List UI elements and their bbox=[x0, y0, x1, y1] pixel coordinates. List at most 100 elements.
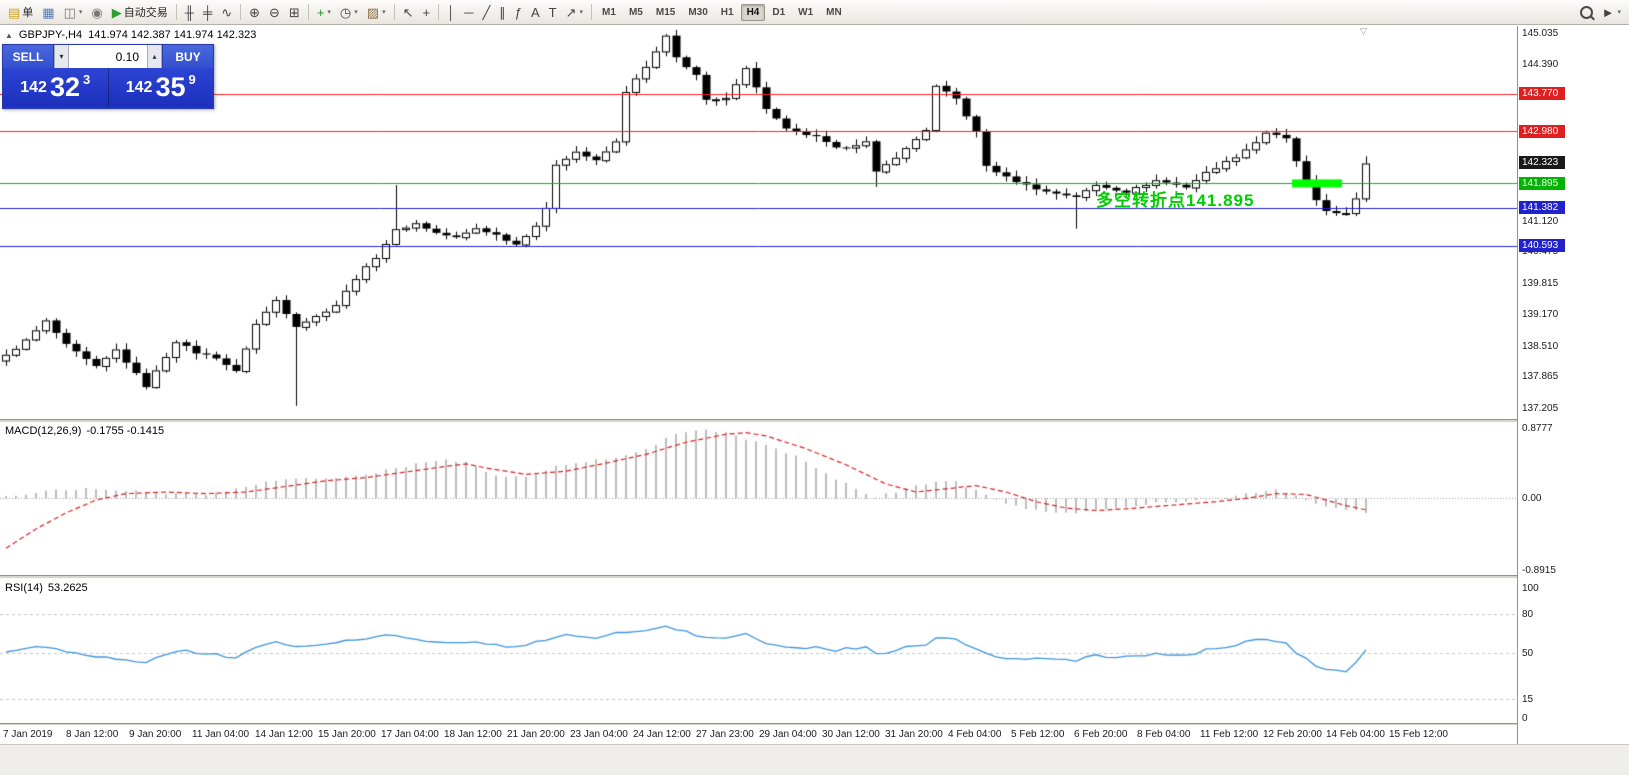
timeframe-m1-button[interactable]: M1 bbox=[602, 6, 616, 18]
chart-marker-icon: ▲ bbox=[5, 30, 13, 40]
timeframe-m15-button[interactable]: M15 bbox=[655, 6, 676, 18]
macd-values: -0.1755 -0.1415 bbox=[86, 425, 165, 437]
turning-point-annotation[interactable]: 多空转折点141.895 bbox=[1096, 191, 1255, 210]
lot-decrease-button[interactable]: ▾ bbox=[54, 45, 69, 68]
periods-icon: ◷ bbox=[339, 4, 352, 20]
timeframe-h1-button[interactable]: H1 bbox=[720, 6, 734, 18]
macd-indicator-label: MACD(12,26,9) -0.1755 -0.1415 bbox=[5, 425, 164, 437]
time-axis-label: 15 Feb 12:00 bbox=[1389, 729, 1448, 740]
cursor-tool-button[interactable]: ↖ bbox=[399, 1, 418, 23]
new-order-label: 单 bbox=[22, 7, 34, 19]
timeframe-mn-button[interactable]: MN bbox=[826, 6, 842, 18]
rsi-axis-label: 80 bbox=[1522, 609, 1534, 620]
timeframe-w1-button[interactable]: W1 bbox=[798, 6, 814, 18]
profiles-button[interactable]: ◫ ▾ bbox=[60, 1, 87, 23]
candlestick-chart-button[interactable]: ╪ bbox=[199, 1, 216, 23]
time-axis-label: 6 Feb 20:00 bbox=[1074, 729, 1128, 740]
channel-tool-button[interactable]: ∥ bbox=[495, 1, 510, 23]
time-axis-label: 24 Jan 12:00 bbox=[633, 729, 691, 740]
panel-resize-handle[interactable] bbox=[0, 723, 1629, 726]
charts-button[interactable]: ▦ bbox=[38, 1, 58, 23]
rsi-axis-label: 100 bbox=[1522, 583, 1539, 594]
panel-resize-handle[interactable] bbox=[0, 419, 1629, 423]
caret-down-icon: ▾ bbox=[59, 52, 64, 61]
new-order-icon: ▤ bbox=[8, 4, 21, 20]
price-axis-border bbox=[1517, 26, 1518, 744]
price-level-tag: 142.323 bbox=[1519, 156, 1565, 170]
macd-axis-label: -0.8915 bbox=[1522, 565, 1556, 576]
buy-price[interactable]: 142 35 9 bbox=[109, 68, 214, 107]
market-watch-icon: ◉ bbox=[91, 4, 103, 20]
sell-price-pipette: 3 bbox=[83, 72, 91, 87]
new-order-button[interactable]: ▤ 单 bbox=[4, 1, 37, 23]
toolbar-separator bbox=[175, 4, 177, 20]
rsi-panel-canvas[interactable] bbox=[0, 579, 1517, 723]
label-tool-button[interactable]: T bbox=[545, 1, 561, 23]
horizontal-line-tool-button[interactable]: ─ bbox=[460, 1, 477, 23]
buy-button[interactable]: BUY bbox=[162, 45, 213, 68]
time-axis-label: 4 Feb 04:00 bbox=[948, 729, 1002, 740]
cursor-tool-icon: ↖ bbox=[402, 4, 414, 20]
time-axis-label: 30 Jan 12:00 bbox=[822, 729, 880, 740]
line-chart-button[interactable]: ∿ bbox=[217, 1, 236, 23]
zoom-out-button[interactable]: ⊖ bbox=[265, 1, 284, 23]
macd-panel-canvas[interactable] bbox=[0, 423, 1517, 575]
chevron-down-icon: ▾ bbox=[78, 9, 83, 16]
text-tool-icon: A bbox=[531, 4, 540, 20]
price-axis-label: 138.510 bbox=[1522, 340, 1559, 352]
zoom-in-button[interactable]: ⊕ bbox=[245, 1, 264, 23]
lot-size-input[interactable]: 0.10 bbox=[69, 45, 147, 68]
text-tool-button[interactable]: A bbox=[527, 1, 544, 23]
trendline-tool-icon: ╱ bbox=[482, 4, 491, 20]
toolbar-separator bbox=[240, 4, 242, 20]
chart-symbol-label: ▲ GBPJPY-,H4 141.974 142.387 141.974 142… bbox=[5, 29, 256, 41]
lot-increase-button[interactable]: ▴ bbox=[147, 45, 162, 68]
pointer-button[interactable]: ► ▾ bbox=[1598, 1, 1625, 23]
crosshair-tool-button[interactable]: + bbox=[419, 1, 435, 23]
timeframe-d1-button[interactable]: D1 bbox=[772, 6, 786, 18]
sell-price[interactable]: 142 32 3 bbox=[3, 68, 109, 107]
periods-button[interactable]: ◷ ▾ bbox=[336, 1, 362, 23]
profiles-icon: ◫ bbox=[63, 4, 76, 20]
price-axis-label: 137.865 bbox=[1522, 371, 1559, 383]
trendline-tool-button[interactable]: ╱ bbox=[478, 1, 494, 23]
fibonacci-tool-button[interactable]: ƒ bbox=[511, 1, 526, 23]
bar-chart-button[interactable]: ╫ bbox=[181, 1, 198, 23]
channel-tool-icon: ∥ bbox=[499, 4, 506, 20]
tile-windows-button[interactable]: ⊞ bbox=[285, 1, 304, 23]
price-axis[interactable]: 145.035144.390141.120140.475139.815139.1… bbox=[1518, 26, 1629, 744]
time-axis-label: 11 Jan 04:00 bbox=[192, 729, 250, 740]
line-chart-icon: ∿ bbox=[221, 4, 233, 20]
time-axis-label: 9 Jan 20:00 bbox=[129, 729, 182, 740]
price-axis-label: 139.170 bbox=[1522, 308, 1559, 320]
indicators-button[interactable]: + ▾ bbox=[313, 1, 335, 23]
time-axis[interactable]: 7 Jan 2019 8 Jan 12:00 9 Jan 20:00 11 Jan 0… bbox=[0, 726, 1517, 744]
search-button[interactable] bbox=[1576, 1, 1597, 23]
price-chart-canvas[interactable] bbox=[0, 26, 1517, 419]
price-axis-label: 144.390 bbox=[1522, 58, 1559, 70]
autotrading-button[interactable]: ▶ 自动交易 bbox=[108, 1, 172, 23]
zoom-out-icon: ⊖ bbox=[269, 4, 280, 20]
timeframe-h4-button[interactable]: H4 bbox=[740, 3, 766, 21]
buy-price-pipette: 9 bbox=[188, 72, 196, 87]
panel-resize-handle[interactable] bbox=[0, 575, 1629, 579]
rsi-axis-label: 50 bbox=[1522, 648, 1534, 659]
search-icon bbox=[1579, 5, 1593, 19]
chart-shift-marker-icon: ▽ bbox=[1360, 26, 1367, 36]
timeframe-m30-button[interactable]: M30 bbox=[688, 6, 708, 18]
fibonacci-tool-icon: ƒ bbox=[514, 4, 522, 20]
price-level-tag: 141.895 bbox=[1519, 176, 1565, 190]
rsi-value: 53.2625 bbox=[47, 582, 88, 594]
rsi-axis-label: 15 bbox=[1522, 693, 1534, 705]
sell-price-pips: 32 bbox=[49, 72, 80, 102]
timeframe-m5-button[interactable]: M5 bbox=[628, 6, 643, 18]
sell-button[interactable]: SELL bbox=[3, 45, 54, 68]
macd-axis-label: 0.00 bbox=[1522, 493, 1542, 505]
price-level-tag: 140.593 bbox=[1519, 239, 1565, 253]
templates-button[interactable]: ▨ ▾ bbox=[363, 1, 390, 23]
vertical-line-tool-button[interactable]: │ bbox=[443, 1, 459, 23]
arrows-tool-button[interactable]: ↗ ▾ bbox=[562, 1, 587, 23]
crosshair-tool-icon: + bbox=[422, 4, 431, 20]
market-watch-button[interactable]: ◉ bbox=[87, 1, 106, 23]
indicators-icon: + bbox=[316, 4, 325, 20]
